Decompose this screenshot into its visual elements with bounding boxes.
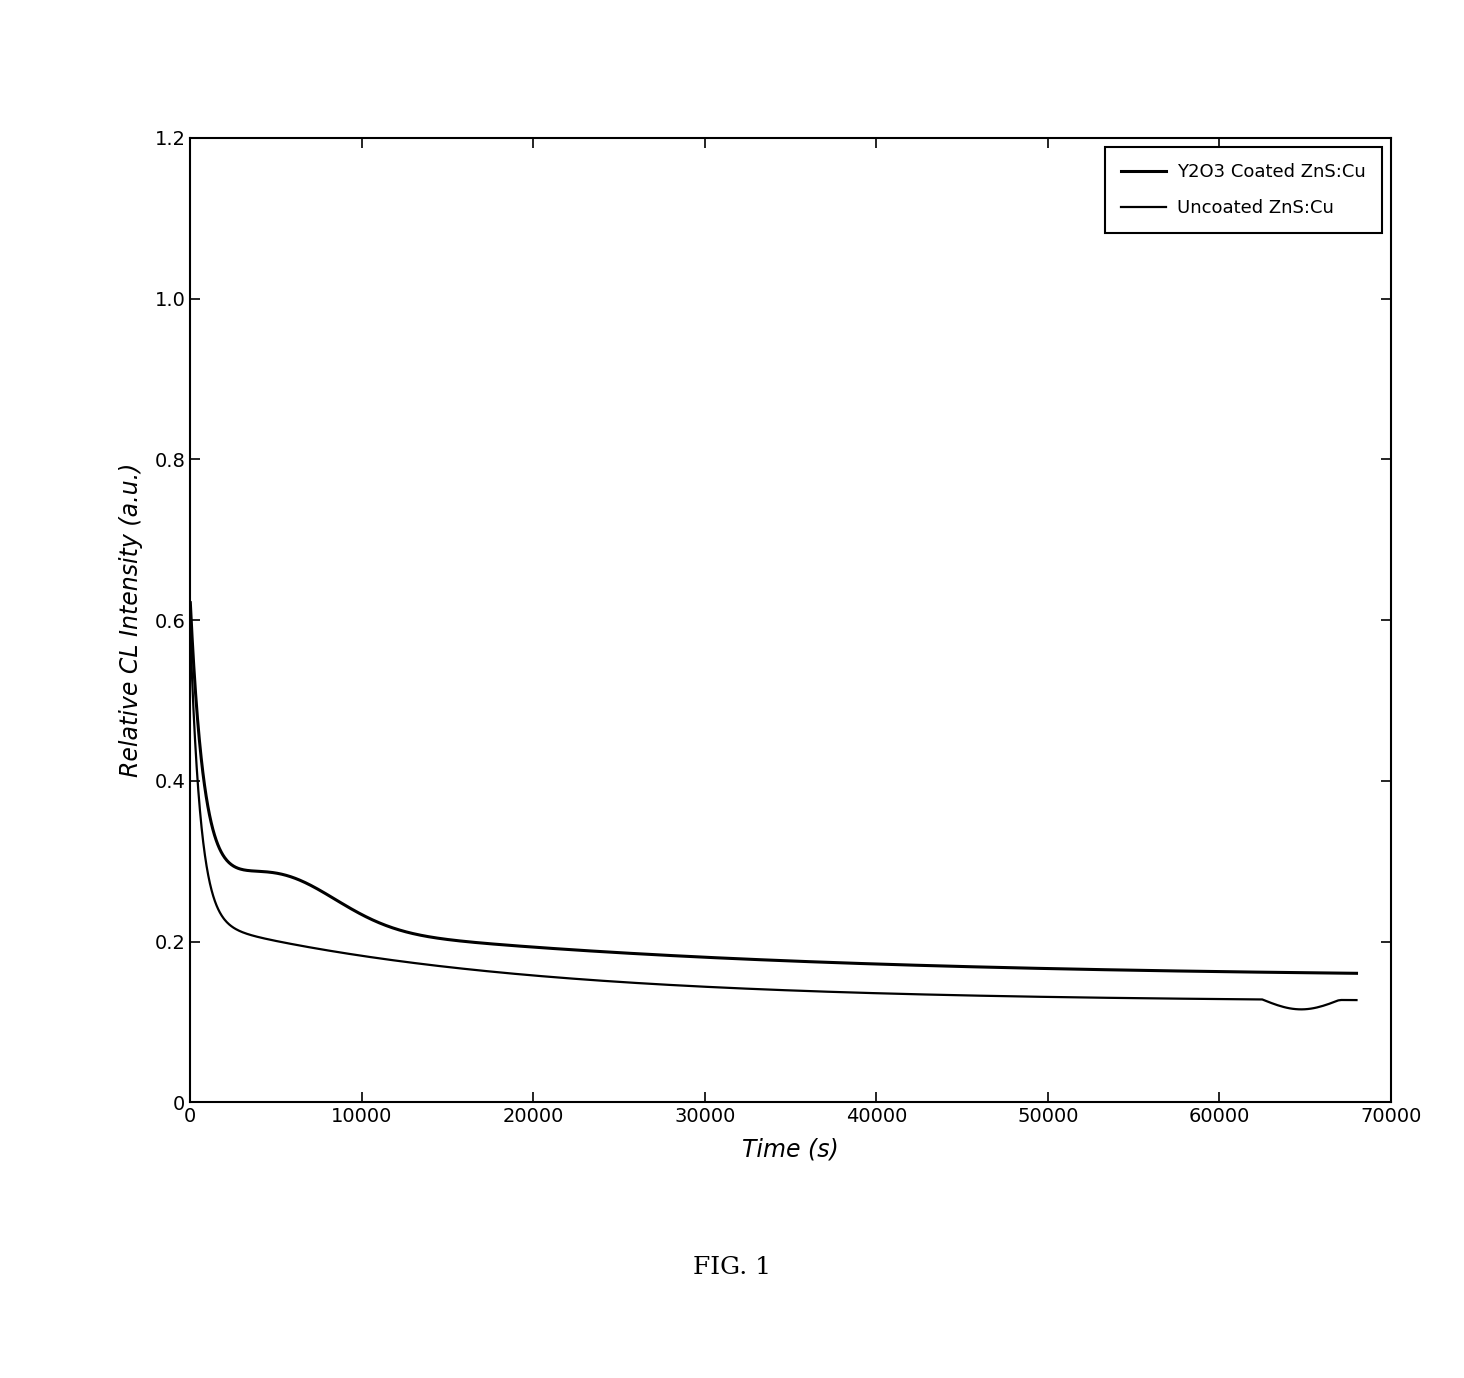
Y2O3 Coated ZnS:Cu [804, 954, 821, 970]
Y2O3 Coated ZnS:Cu [290, 871, 307, 887]
Text: FIG. 1: FIG. 1 [692, 1257, 772, 1279]
Y2O3 Coated ZnS:Cu [1348, 965, 1366, 981]
Line: Uncoated ZnS:Cu: Uncoated ZnS:Cu [190, 633, 1357, 1009]
Y2O3 Coated ZnS:Cu [182, 594, 199, 610]
Y2O3 Coated ZnS:Cu [1056, 960, 1073, 977]
Uncoated ZnS:Cu [195, 835, 212, 852]
Uncoated ZnS:Cu [306, 940, 324, 956]
Uncoated ZnS:Cu [946, 987, 963, 1003]
Uncoated ZnS:Cu [290, 937, 307, 954]
Uncoated ZnS:Cu [1293, 1000, 1310, 1017]
Uncoated ZnS:Cu [182, 624, 199, 641]
Y2O3 Coated ZnS:Cu [306, 879, 324, 896]
Y2O3 Coated ZnS:Cu [195, 768, 212, 784]
X-axis label: Time (s): Time (s) [742, 1137, 839, 1162]
Y-axis label: Relative CL Intensity (a.u.): Relative CL Intensity (a.u.) [120, 463, 143, 777]
Legend: Y2O3 Coated ZnS:Cu, Uncoated ZnS:Cu: Y2O3 Coated ZnS:Cu, Uncoated ZnS:Cu [1104, 147, 1382, 233]
Uncoated ZnS:Cu [804, 983, 821, 999]
Line: Y2O3 Coated ZnS:Cu: Y2O3 Coated ZnS:Cu [190, 602, 1357, 973]
Y2O3 Coated ZnS:Cu [946, 958, 963, 974]
Uncoated ZnS:Cu [1056, 989, 1073, 1006]
Uncoated ZnS:Cu [1348, 992, 1366, 1009]
